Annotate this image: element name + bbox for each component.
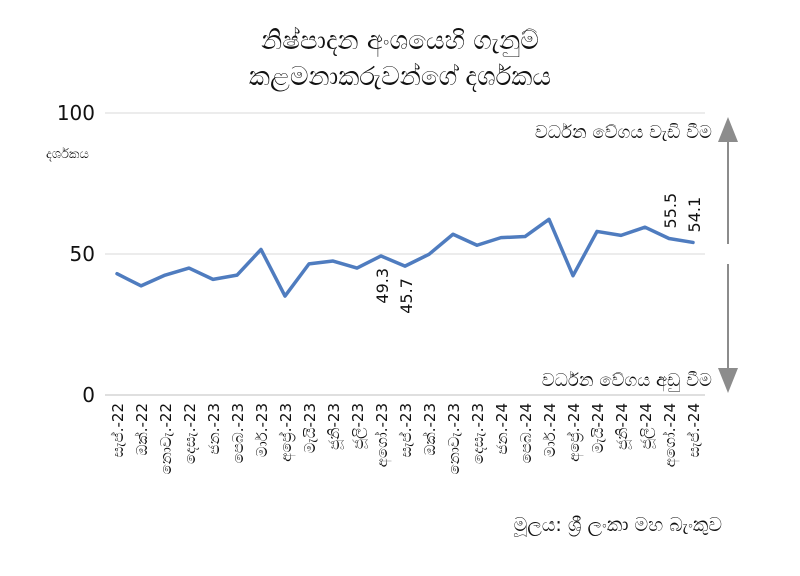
x-tick-label: ඔක්.-22: [133, 403, 151, 456]
x-tick-labels: සැප්.-22 ඔක්.-22 නොවැ.-22 දෙසැ.-22 ජන.-23 පෙබ…: [109, 403, 703, 475]
data-label: 49.3: [373, 268, 392, 304]
x-tick-label: ජූනි-24: [613, 403, 632, 450]
y-tick-label: 100: [57, 101, 95, 125]
x-tick-label: පෙබ.-24: [517, 403, 535, 463]
x-tick-label: ජන.-23: [205, 403, 223, 455]
x-tick-label: ජූලි-24: [637, 403, 656, 449]
source-note: මූලය: ශ්‍රී ලංකා මහ බැංකුව: [513, 514, 722, 536]
x-tick-label: අප්‍රේ.-23: [277, 403, 296, 462]
x-tick-label: ජූනි-23: [325, 403, 344, 450]
x-tick-label: මැයි-24: [589, 403, 607, 453]
chart-title-line-1: නිෂ්පාදන අංශයෙහි ගැනුම්: [261, 26, 539, 56]
x-tick-label: නොවැ.-22: [157, 403, 175, 475]
x-tick-label: අප්‍රේ.-24: [565, 403, 584, 462]
x-tick-label: පෙබ.-23: [229, 403, 247, 463]
x-tick-label: ඔක්.-23: [421, 403, 439, 456]
x-tick-label: අගෝ.-23: [373, 403, 392, 467]
up-arrow-head: [718, 117, 738, 142]
x-tick-label: ජූලි-23: [349, 403, 368, 449]
x-tick-label: අගෝ.-24: [661, 403, 680, 467]
data-label: 45.7: [397, 278, 416, 314]
y-tick-label: 50: [70, 242, 95, 266]
grid: [105, 112, 705, 255]
annotation-growth-decrease: වර්ධන වේගය අඩු වීම: [542, 370, 712, 392]
x-tick-label: මාර්.-24: [541, 403, 559, 457]
data-labels: 49.3 45.7 55.5 54.1: [373, 193, 704, 314]
x-tick-label: දෙසැ.-22: [181, 403, 199, 464]
chart-title-line-2: කළමනාකරුවන්ගේ දර්ශකය: [248, 62, 552, 92]
series-line-0: [115, 217, 695, 298]
x-tick-label: සැප්.-24: [685, 403, 703, 457]
x-tick-label: නොවැ.-23: [445, 403, 463, 475]
annotations: වර්ධන වේගය වැඩි වීම වර්ධන වේගය අඩු වීම: [535, 122, 712, 392]
data-label: 55.5: [661, 193, 680, 229]
x-tick-label: සැප්.-23: [397, 403, 415, 457]
y-axis-label: දර්ශකය: [46, 146, 89, 162]
x-tick-label: ජන.-24: [493, 403, 511, 455]
x-tick-label: මැයි-23: [301, 403, 319, 453]
direction-arrows: [718, 117, 738, 393]
x-tick-label: දෙසැ.-23: [469, 403, 487, 464]
series: [115, 217, 695, 298]
annotation-growth-increase: වර්ධන වේගය වැඩි වීම: [535, 122, 712, 143]
down-arrow-head: [718, 368, 738, 393]
x-tick-label: මාර්.-23: [253, 403, 271, 457]
data-label: 54.1: [685, 197, 704, 233]
y-tick-label: 0: [82, 383, 95, 407]
x-tick-label: සැප්.-22: [109, 403, 127, 457]
axes: 0 50 100: [57, 101, 705, 407]
